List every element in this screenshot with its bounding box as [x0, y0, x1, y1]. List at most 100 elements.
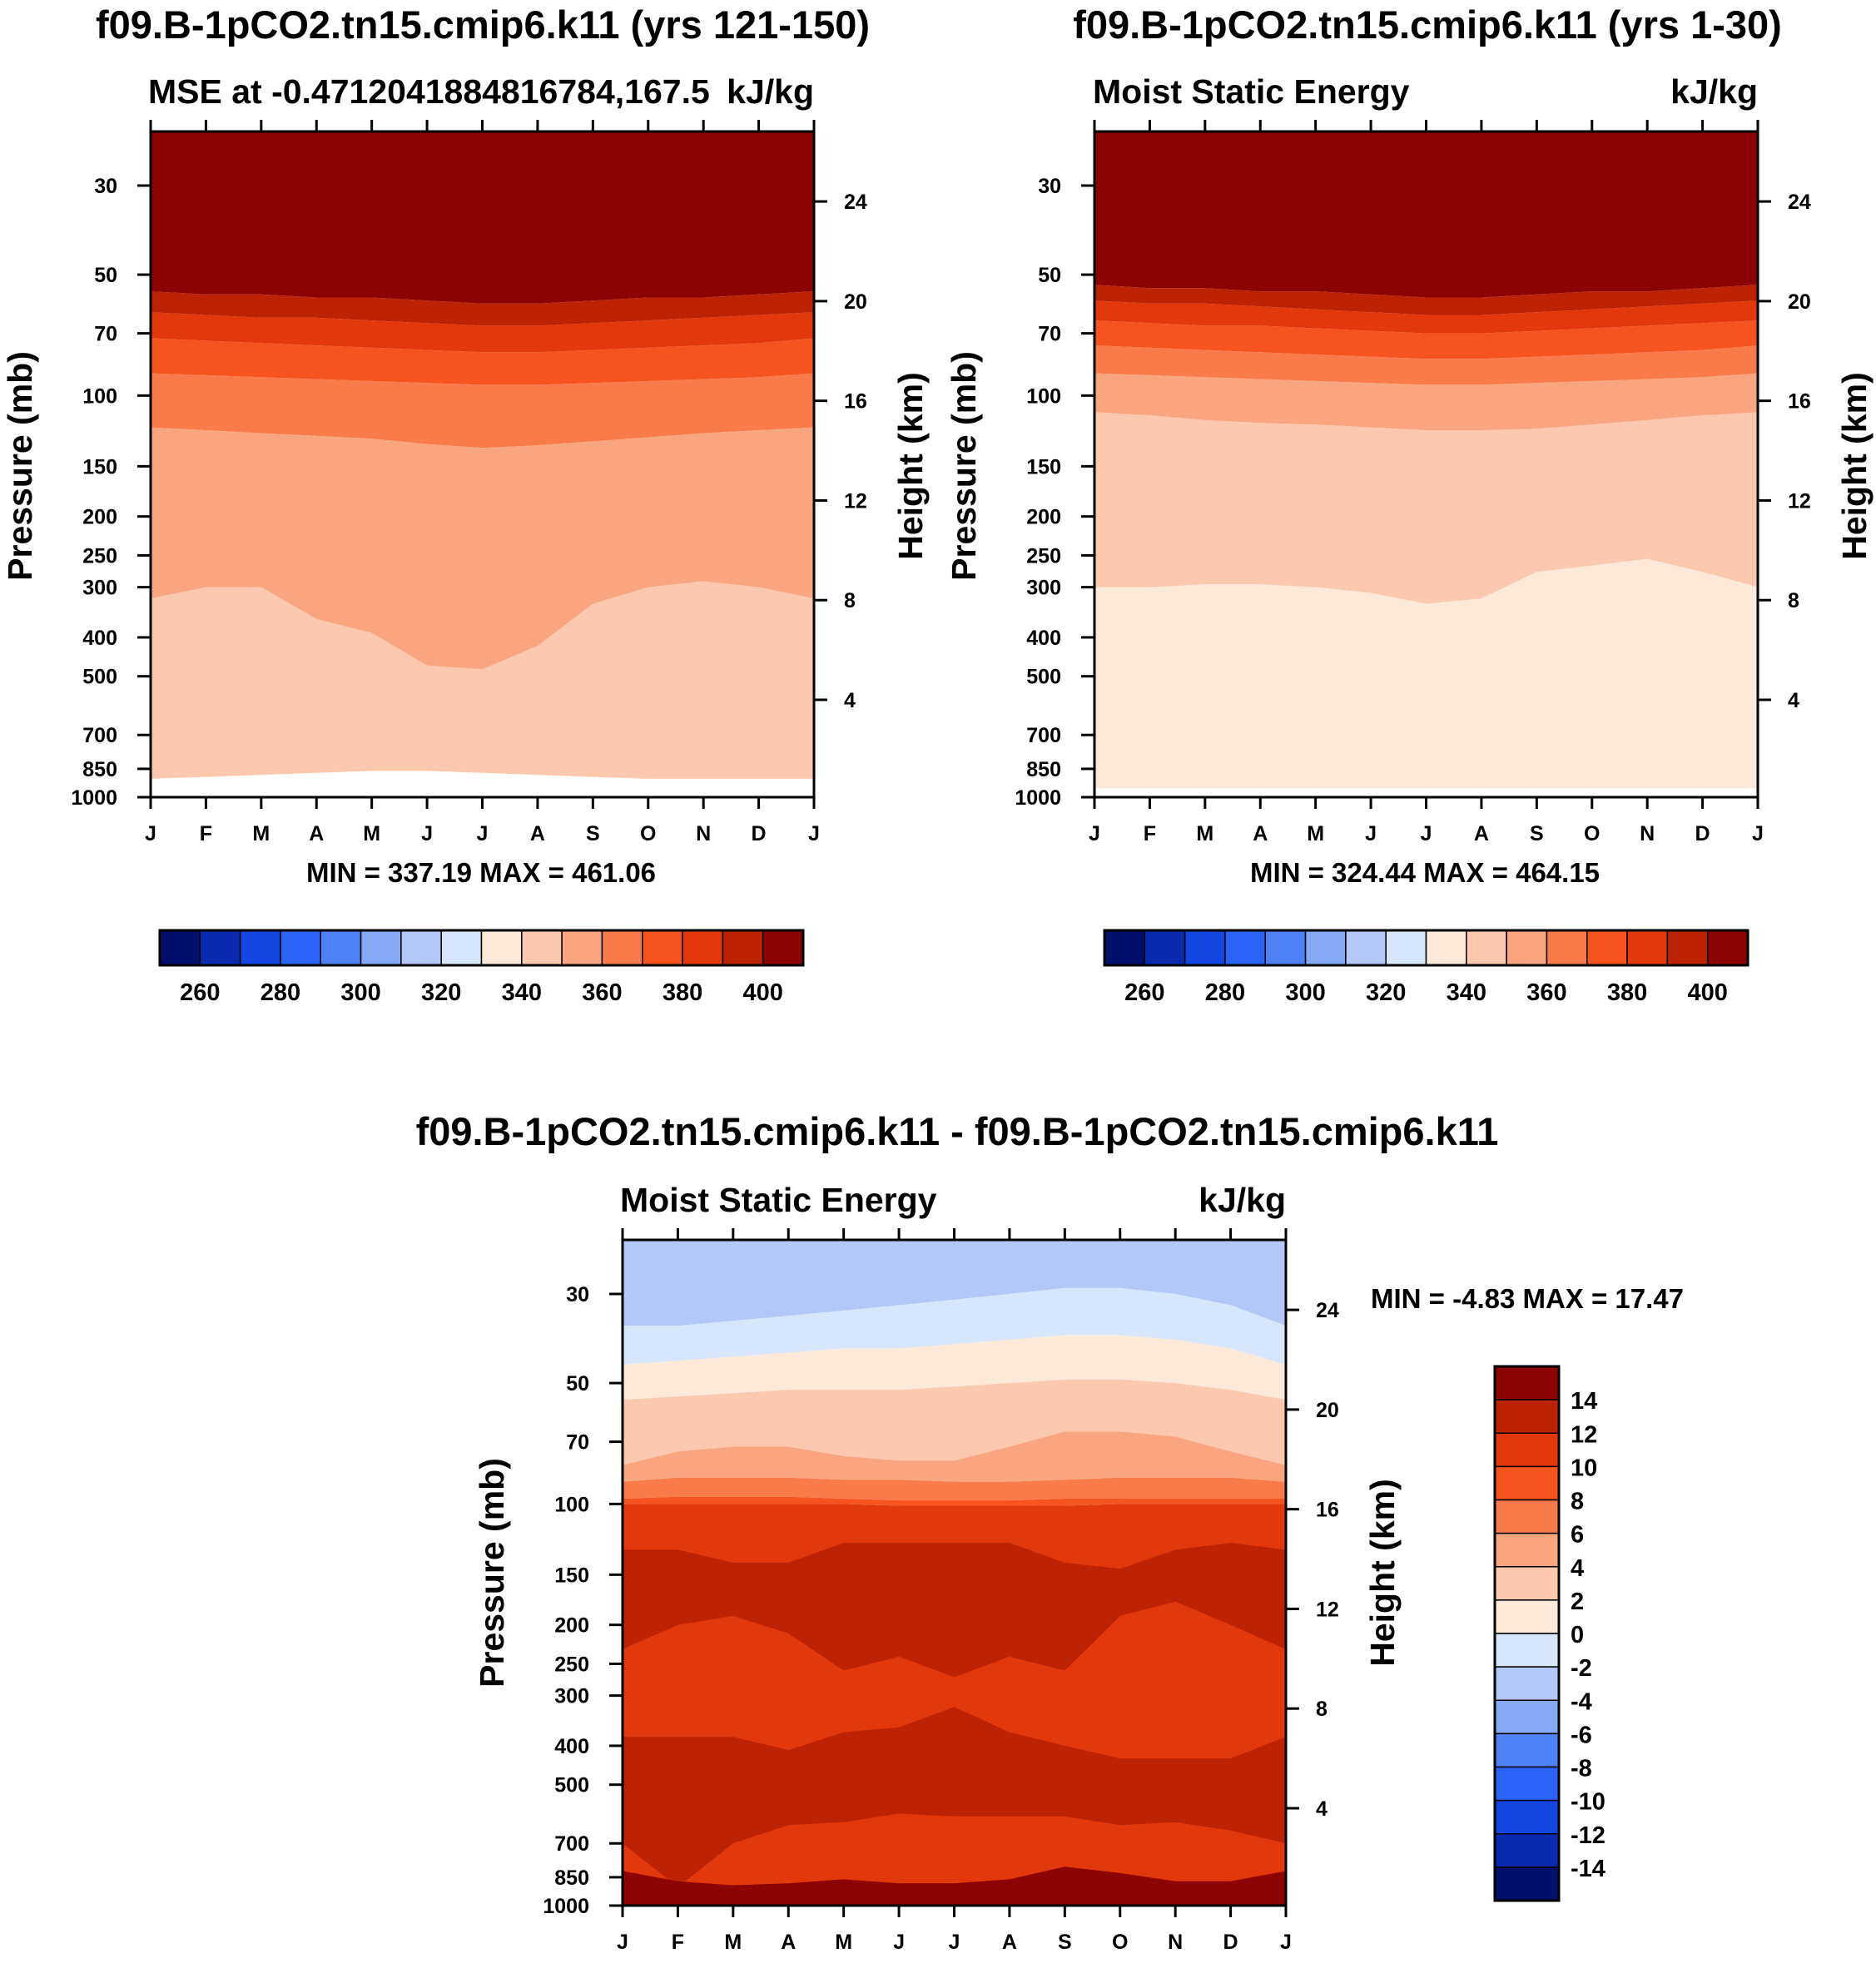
y-tick-label: 1000 — [1015, 786, 1061, 810]
colorbar-label: 380 — [663, 979, 702, 1006]
colorbar-swatch — [199, 929, 241, 966]
y2-tick-label: 4 — [844, 689, 856, 712]
colorbar-swatch — [1345, 929, 1387, 966]
x-tick-label: M — [835, 1931, 852, 1954]
x-tick-label: A — [1002, 1931, 1017, 1954]
colorbar-swatch — [1494, 1666, 1560, 1701]
contour-band — [151, 373, 814, 449]
y-tick-label: 850 — [82, 758, 117, 781]
x-tick-label: D — [1695, 822, 1710, 845]
y-tick-label: 700 — [554, 1832, 589, 1856]
y2-axis-label: Height (km) — [1363, 1479, 1402, 1667]
colorbar-label: 320 — [1366, 979, 1406, 1006]
colorbar-swatch — [1104, 929, 1146, 966]
y-tick-label: 400 — [82, 627, 117, 650]
colorbar-swatch — [1666, 929, 1709, 966]
plot-area: J F M A M J J A S O N D J 30 50 70 100 150 200 250 300 400 500… — [1015, 120, 1811, 845]
min-max-label: MIN = 337.19 MAX = 461.06 — [306, 857, 656, 888]
colorbar-swatch — [1494, 1733, 1560, 1768]
x-tick-label: A — [781, 1931, 796, 1954]
colorbar-swatch — [1494, 1366, 1560, 1400]
colorbar-label: 12 — [1571, 1421, 1597, 1448]
colorbar-swatch — [642, 929, 683, 966]
colorbar-label: 280 — [1205, 979, 1245, 1006]
y-tick-label: 30 — [1038, 175, 1061, 198]
contour-band — [623, 1335, 1286, 1400]
contour-band — [623, 1287, 1286, 1365]
contour-band — [1094, 285, 1758, 315]
colorbar-swatch — [1546, 929, 1588, 966]
y-tick-label: 100 — [554, 1493, 589, 1516]
y-tick-label: 700 — [82, 724, 117, 747]
panel-units: kJ/kg — [1199, 1181, 1286, 1219]
y-tick-label: 300 — [1026, 577, 1061, 600]
contour-band — [151, 581, 814, 779]
colorbar-label: -10 — [1571, 1789, 1606, 1816]
colorbar-label: -4 — [1571, 1688, 1592, 1715]
colorbar-label: 10 — [1571, 1455, 1597, 1481]
colorbar-swatch — [1494, 1699, 1560, 1735]
colorbar-swatch — [1385, 929, 1427, 966]
y-tick-label: 200 — [554, 1614, 589, 1638]
colorbar-swatch — [1494, 1399, 1560, 1434]
contour-band — [623, 1240, 1286, 1326]
x-tick-label: F — [1144, 822, 1156, 845]
y-tick-label: 70 — [566, 1431, 589, 1455]
colorbar-label: 300 — [340, 979, 380, 1006]
x-tick-label: J — [1752, 822, 1764, 845]
x-tick-label: M — [1196, 822, 1213, 845]
colorbar-label: 400 — [1687, 979, 1727, 1006]
x-tick-label: D — [752, 822, 767, 845]
colorbar-label: 260 — [180, 979, 220, 1006]
contour-band — [623, 1543, 1286, 1678]
y-tick-label: 1000 — [543, 1895, 589, 1918]
contour-band — [151, 291, 814, 326]
colorbar-label: 6 — [1571, 1522, 1584, 1549]
x-tick-label: F — [672, 1931, 684, 1954]
contour-band — [623, 1707, 1286, 1887]
x-tick-label: M — [724, 1931, 742, 1954]
contour-band — [623, 1866, 1286, 1906]
colorbar-label: 0 — [1571, 1622, 1584, 1648]
min-max-label: MIN = 324.44 MAX = 464.15 — [1250, 857, 1600, 888]
y-tick-label: 200 — [82, 506, 117, 529]
panel-difference: f09.B-1pCO2.tn15.cmip6.k11 - f09.B-1pCO2… — [416, 1109, 1684, 1954]
colorbar-label: 380 — [1607, 979, 1647, 1006]
panel-left: f09.B-1pCO2.tn15.cmip6.k11 (yrs 121-150)… — [1, 2, 930, 1006]
y-tick-label: 500 — [82, 666, 117, 689]
colorbar-swatch — [480, 929, 523, 966]
x-tick-label: J — [1280, 1931, 1292, 1954]
y2-tick-label: 20 — [1788, 290, 1811, 314]
panel-right: f09.B-1pCO2.tn15.cmip6.k11 (yrs 1-30) Mo… — [945, 2, 1874, 1006]
contour-band — [151, 312, 814, 353]
colorbar-swatch — [440, 929, 483, 966]
contour-band — [151, 131, 814, 304]
contour-band — [1094, 131, 1758, 298]
colorbar-label: 2 — [1571, 1589, 1584, 1615]
x-tick-label: J — [808, 822, 820, 845]
colorbar-swatch — [1494, 1833, 1560, 1868]
y2-tick-label: 24 — [1788, 191, 1811, 214]
y-tick-label: 500 — [554, 1774, 589, 1797]
colorbar-swatch — [239, 929, 281, 966]
y2-axis-label: Height (km) — [1835, 372, 1874, 560]
x-tick-label: S — [586, 822, 600, 845]
colorbar-swatch — [320, 929, 362, 966]
colorbar-label: -6 — [1571, 1722, 1592, 1748]
y-tick-label: 50 — [94, 264, 117, 287]
y2-tick-label: 8 — [1788, 589, 1799, 612]
colorbar-swatch — [1494, 1566, 1560, 1601]
y2-axis-label: Height (km) — [891, 372, 930, 560]
y-tick-label: 200 — [1026, 506, 1061, 529]
colorbar-swatch — [1494, 1633, 1560, 1668]
y2-tick-label: 16 — [1788, 390, 1811, 414]
x-tick-label: J — [1365, 822, 1377, 845]
y-tick-label: 100 — [82, 384, 117, 408]
colorbar-frame — [1103, 929, 1749, 967]
contour-band — [1094, 320, 1758, 359]
colorbar-swatch — [682, 929, 724, 966]
colorbar-swatch — [1494, 1866, 1560, 1901]
colorbar-swatch — [1494, 1799, 1560, 1835]
